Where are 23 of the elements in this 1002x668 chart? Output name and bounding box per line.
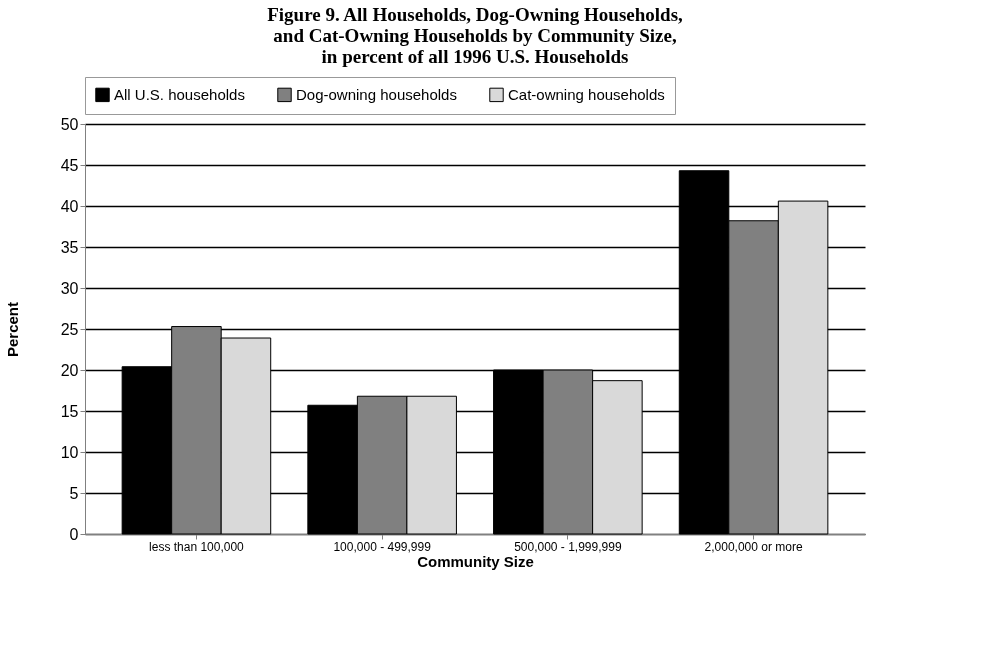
x-tick-label: 500,000 - 1,999,999: [514, 539, 622, 554]
legend-label: All U.S. households: [114, 85, 245, 103]
y-tick-label: 35: [60, 238, 79, 256]
y-tick-label: 50: [60, 115, 79, 133]
y-tick-label: 30: [60, 279, 79, 297]
y-tick-label: 25: [60, 320, 79, 338]
text: in percent of all 1996 U.S. Households: [321, 45, 629, 67]
legend-label: Cat-owning households: [508, 85, 665, 103]
y-tick-label: 0: [69, 525, 79, 543]
text: Figure 9. All Households, Dog-Owning Households,: [267, 3, 683, 25]
x-axis-title: Community Size: [417, 552, 534, 570]
legend-label: Dog-owning households: [296, 85, 457, 103]
x-tick-label: 100,000 - 499,999: [333, 539, 432, 554]
y-tick-label: 5: [69, 484, 79, 502]
y-tick-label: 20: [60, 361, 79, 379]
x-tick-label: less than 100,000: [149, 539, 245, 554]
y-tick-label: 10: [60, 443, 79, 461]
y-tick-label: 40: [60, 197, 79, 215]
y-tick-label: 45: [60, 156, 79, 174]
y-axis-title: Percent: [3, 301, 21, 358]
y-tick-label: 15: [60, 402, 79, 420]
text: and Cat-Owning Households by Community Size,: [273, 24, 677, 46]
x-tick-label: 2,000,000 or more: [704, 539, 803, 554]
